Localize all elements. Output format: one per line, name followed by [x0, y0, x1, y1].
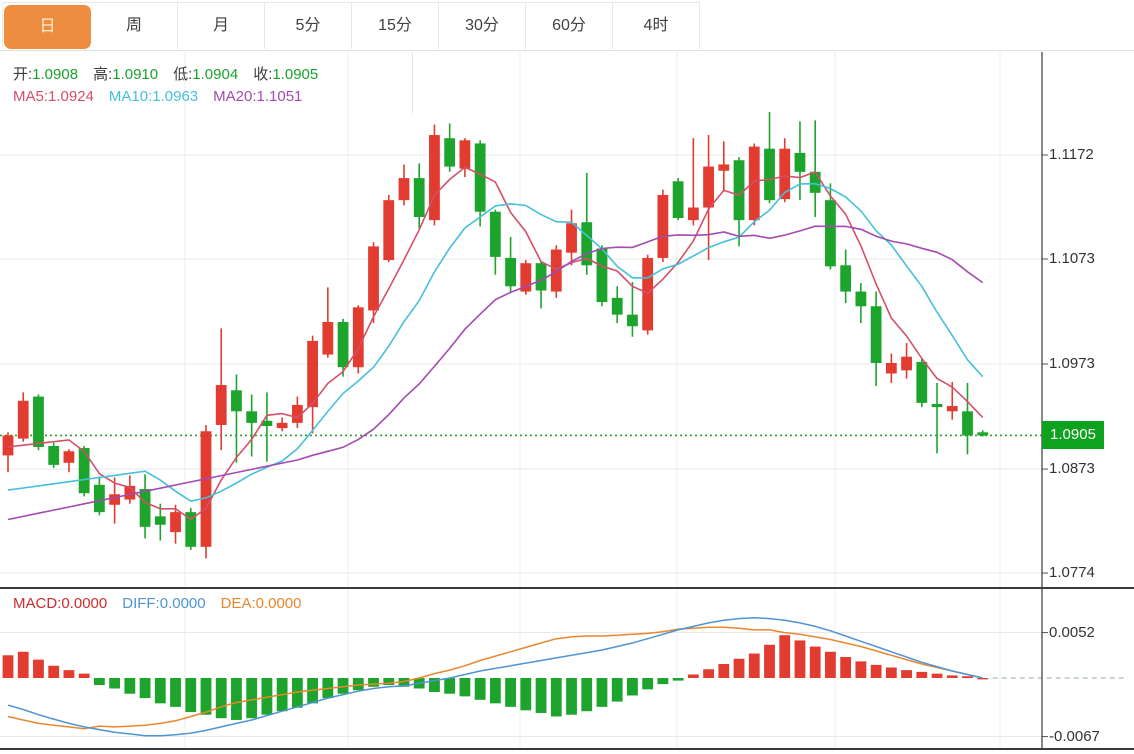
macd-axis-tick: -0.0067	[1049, 727, 1100, 745]
legend-label: MA20:	[213, 88, 257, 105]
legend-value: 1.0904	[192, 66, 239, 83]
tab-30min[interactable]: 30分	[439, 3, 526, 49]
price-axis-tick: 1.1073	[1049, 249, 1095, 267]
current-price-badge: 1.0905	[1042, 421, 1104, 450]
legend-item: 高:1.0910	[93, 66, 158, 83]
legend-item: 开:1.0908	[13, 66, 78, 83]
legend-value: 1.0905	[272, 66, 319, 83]
legend-label: 收:	[253, 66, 273, 83]
legend-item: DIFF:0.0000	[122, 595, 205, 612]
legend-label: DEA:	[220, 595, 256, 612]
tabbar-bottom-border	[0, 50, 1134, 51]
price-axis-tick: 1.0973	[1049, 355, 1095, 373]
legend-item: MACD:0.0000	[13, 595, 107, 612]
legend-value: 1.0910	[112, 66, 159, 83]
macd-legend: MACD:0.0000 DIFF:0.0000 DEA:0.0000	[13, 595, 317, 612]
timeframe-tabbar: 日周月 5分 15分 30分 60分 4时	[2, 2, 700, 49]
legend-label: MACD:	[13, 595, 62, 612]
legend-value: 0.0000	[159, 595, 206, 612]
legend-value: 1.0963	[152, 88, 199, 105]
legend-item: MA20:1.1051	[213, 88, 302, 105]
legend-value: 0.0000	[255, 595, 302, 612]
tab-15min[interactable]: 15分	[352, 3, 439, 49]
legend-value: 1.1051	[256, 88, 303, 105]
tab-60min[interactable]: 60分	[526, 3, 613, 49]
macd-axis-tick: 0.0052	[1049, 623, 1095, 641]
legend-label: MA10:	[108, 88, 153, 105]
legend-label: DIFF:	[122, 595, 160, 612]
legend-label: MA5:	[13, 88, 49, 105]
legend-value: 0.0000	[61, 595, 108, 612]
tab-5min[interactable]: 5分	[265, 3, 352, 49]
tab-daily[interactable]: 日	[4, 5, 91, 49]
legend-value: 1.0924	[48, 88, 94, 105]
legend-item: DEA:0.0000	[221, 595, 302, 612]
legend-divider	[412, 52, 413, 113]
price-axis-tick: 1.0873	[1049, 460, 1095, 478]
price-axis-tick: 1.1172	[1049, 146, 1094, 163]
legend-item: 低:1.0904	[173, 66, 238, 83]
ohlc-legend: 开:1.0908 高:1.0910 低:1.0904 收:1.0905	[13, 63, 333, 84]
tab-4hour[interactable]: 4时	[613, 3, 700, 49]
legend-item: MA10:1.0963	[109, 88, 198, 105]
legend-label: 高:	[93, 66, 113, 83]
tab-monthly[interactable]: 月	[178, 3, 265, 49]
legend-item: MA5:1.0924	[13, 88, 94, 105]
legend-value: 1.0908	[32, 66, 79, 83]
legend-label: 开:	[13, 66, 33, 83]
ma-legend: MA5:1.0924 MA10:1.0963 MA20:1.1051	[13, 88, 317, 105]
tab-weekly[interactable]: 周	[91, 3, 178, 49]
price-axis-tick: 1.0774	[1049, 564, 1095, 582]
legend-item: 收:1.0905	[253, 66, 318, 83]
legend-label: 低:	[173, 66, 193, 83]
